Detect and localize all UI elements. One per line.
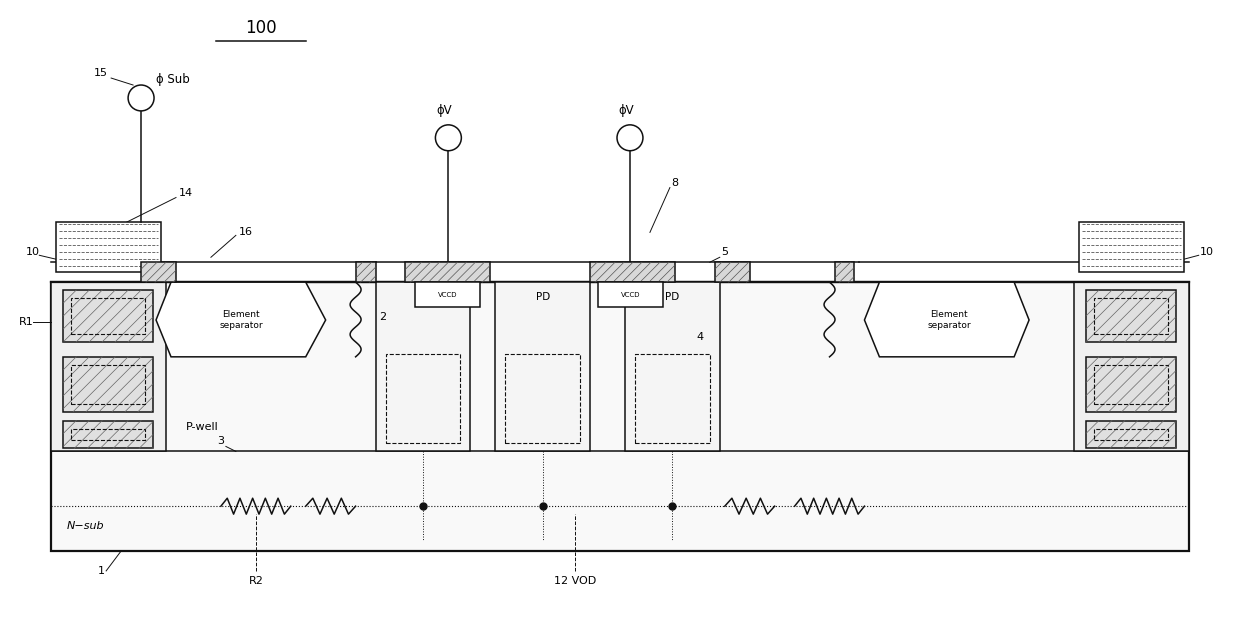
- Text: R1: R1: [19, 317, 33, 327]
- Circle shape: [128, 85, 154, 111]
- Bar: [71, 429, 145, 440]
- Text: ϕV: ϕV: [436, 104, 453, 117]
- Bar: [1094, 365, 1168, 404]
- Polygon shape: [156, 282, 326, 357]
- Text: N−sub: N−sub: [66, 521, 104, 531]
- Bar: [1079, 222, 1184, 272]
- Polygon shape: [864, 282, 1029, 357]
- Circle shape: [435, 125, 461, 151]
- Bar: [495, 282, 590, 452]
- Bar: [56, 222, 161, 272]
- Bar: [51, 282, 166, 452]
- Bar: [63, 290, 153, 342]
- Text: 100: 100: [246, 19, 277, 38]
- Bar: [1086, 290, 1176, 342]
- Text: 15: 15: [94, 68, 108, 78]
- Text: 8: 8: [671, 178, 678, 187]
- Text: VCCD: VCCD: [621, 292, 640, 297]
- Bar: [63, 420, 153, 448]
- Text: Element
separator: Element separator: [928, 310, 971, 330]
- Bar: [415, 282, 480, 307]
- Bar: [356, 262, 376, 282]
- Text: 16: 16: [239, 227, 253, 238]
- Text: 14: 14: [179, 187, 193, 197]
- Bar: [405, 262, 490, 282]
- Bar: [635, 354, 709, 443]
- Text: R2: R2: [248, 576, 263, 586]
- Text: 1: 1: [98, 566, 104, 576]
- Text: 5: 5: [722, 247, 728, 257]
- Bar: [625, 282, 719, 452]
- Bar: [835, 262, 854, 282]
- Text: Element
separator: Element separator: [219, 310, 263, 330]
- Text: VCCD: VCCD: [438, 292, 458, 297]
- Bar: [590, 262, 675, 282]
- Bar: [1086, 357, 1176, 412]
- Bar: [1074, 282, 1189, 452]
- Bar: [1094, 429, 1168, 440]
- Bar: [1094, 298, 1168, 334]
- Bar: [63, 357, 153, 412]
- Bar: [141, 262, 176, 282]
- Bar: [376, 282, 470, 452]
- Text: 4: 4: [696, 332, 703, 342]
- Bar: [71, 298, 145, 334]
- Bar: [51, 282, 1189, 551]
- Bar: [386, 354, 460, 443]
- Text: PD: PD: [415, 292, 430, 302]
- Text: PD: PD: [665, 292, 680, 302]
- Bar: [51, 282, 1189, 452]
- Bar: [598, 282, 663, 307]
- Text: 3: 3: [217, 436, 224, 447]
- Text: ϕV: ϕV: [618, 104, 634, 117]
- Bar: [71, 365, 145, 404]
- Text: P-well: P-well: [186, 422, 218, 431]
- Bar: [1086, 420, 1176, 448]
- Text: 10: 10: [1199, 247, 1214, 257]
- Bar: [505, 354, 580, 443]
- Text: 2: 2: [379, 312, 386, 322]
- Text: 12 VOD: 12 VOD: [554, 576, 596, 586]
- Circle shape: [618, 125, 644, 151]
- Text: PD: PD: [536, 292, 549, 302]
- Text: ϕ Sub: ϕ Sub: [156, 73, 190, 86]
- Bar: [714, 262, 750, 282]
- Text: 10: 10: [26, 247, 41, 257]
